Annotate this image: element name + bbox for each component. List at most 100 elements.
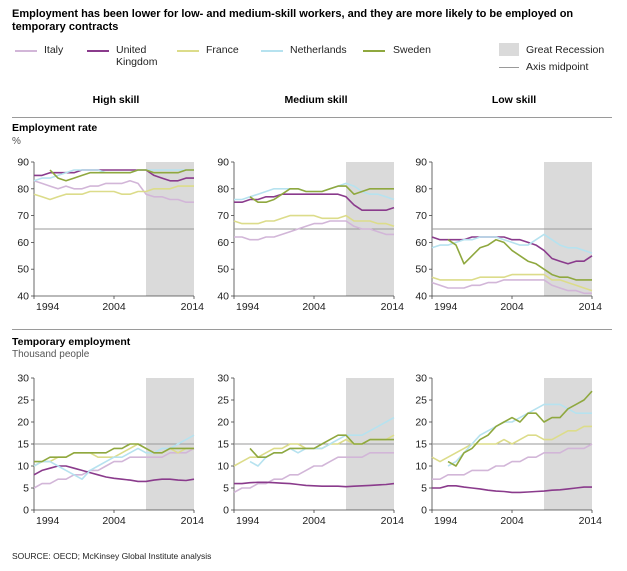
legend-swatch-sweden <box>363 50 385 52</box>
series-line-united-kingdom <box>432 484 592 494</box>
panel-temporary-employment-low-skill: 0 5 10 15 20 25 30 1994 2004 2014 <box>415 373 602 528</box>
section-title-temporary-employment: Temporary employment <box>12 336 131 348</box>
section-divider-employment <box>12 117 612 118</box>
y-tick-label: 5 <box>223 483 229 495</box>
y-tick-label: 70 <box>217 210 229 222</box>
x-tick-label: 1994 <box>36 301 60 313</box>
legend-label-netherlands: Netherlands <box>290 44 347 56</box>
section-title-employment-rate: Employment rate <box>12 122 98 134</box>
y-tick-label: 30 <box>217 373 229 385</box>
y-tick-label: 20 <box>217 417 229 429</box>
x-tick-label: 2014 <box>181 301 205 313</box>
series-line-italy <box>431 279 592 295</box>
legend-swatch-netherlands <box>261 50 283 52</box>
legend-label-sweden: Sweden <box>393 44 431 56</box>
column-header-low-skill: Low skill <box>491 94 537 106</box>
y-tick-label: 40 <box>415 291 427 303</box>
series-line-italy <box>234 220 394 241</box>
legend-swatch-italy <box>15 50 37 52</box>
x-tick-label: 1994 <box>236 515 260 527</box>
y-tick-label: 25 <box>415 395 427 407</box>
y-tick-label: 60 <box>415 237 427 249</box>
column-header-medium-skill: Medium skill <box>284 94 348 106</box>
y-tick-label: 0 <box>223 505 229 517</box>
y-tick-label: 70 <box>17 210 29 222</box>
series-line-france <box>431 425 592 463</box>
y-tick-label: 25 <box>17 395 29 407</box>
y-tick-label: 60 <box>17 237 29 249</box>
y-tick-label: 50 <box>17 264 29 276</box>
legend-label-great-recession: Great Recession <box>526 44 605 56</box>
y-tick-label: 15 <box>217 439 229 451</box>
series-line-united-kingdom <box>33 465 195 483</box>
panel-temporary-employment-medium-skill: 0 5 10 15 20 25 30 1994 2004 2014 <box>217 373 404 528</box>
series-line-united-kingdom <box>34 169 194 182</box>
panel-employment-rate-high-skill: 40 50 60 70 80 90 1994 2004 2014 <box>17 157 204 314</box>
y-tick-label: 40 <box>217 291 229 303</box>
y-tick-label: 20 <box>415 417 427 429</box>
x-tick-label: 2004 <box>102 301 126 313</box>
series-line-italy <box>33 447 195 489</box>
x-tick-label: 2014 <box>181 515 205 527</box>
series-line-netherlands <box>33 434 195 481</box>
series-line-netherlands <box>431 233 593 254</box>
y-tick-label: 50 <box>217 264 229 276</box>
y-tick-label: 70 <box>415 210 427 222</box>
y-tick-label: 10 <box>17 461 29 473</box>
chart-title: Employment has been lower for low- and m… <box>12 8 574 33</box>
y-tick-label: 5 <box>421 483 427 495</box>
y-tick-label: 0 <box>23 505 29 517</box>
series-line-france <box>33 185 194 201</box>
series-line-united-kingdom <box>234 481 395 488</box>
section-unit-temporary-employment: Thousand people <box>12 349 90 360</box>
series-line-sweden <box>447 238 592 281</box>
x-tick-label: 2014 <box>381 301 405 313</box>
y-tick-label: 90 <box>17 157 29 169</box>
x-tick-label: 1994 <box>236 301 260 313</box>
series-line-france <box>431 273 593 292</box>
y-tick-label: 15 <box>415 439 427 451</box>
y-tick-label: 80 <box>217 183 229 195</box>
series-line-sweden <box>34 443 194 463</box>
legend-swatch-great-recession <box>499 43 519 56</box>
y-tick-label: 90 <box>415 157 427 169</box>
y-tick-label: 30 <box>415 373 427 385</box>
x-tick-label: 2014 <box>381 515 405 527</box>
y-tick-label: 15 <box>17 439 29 451</box>
x-tick-label: 1994 <box>36 515 60 527</box>
y-tick-label: 80 <box>415 183 427 195</box>
series-line-sweden <box>249 185 394 203</box>
source-note: SOURCE: OECD; McKinsey Global Institute … <box>12 551 212 561</box>
x-tick-label: 2004 <box>302 301 326 313</box>
y-tick-label: 10 <box>415 461 427 473</box>
y-tick-label: 0 <box>421 505 427 517</box>
x-tick-label: 1994 <box>434 515 458 527</box>
y-tick-label: 20 <box>17 417 29 429</box>
x-tick-label: 2004 <box>102 515 126 527</box>
y-tick-label: 90 <box>217 157 229 169</box>
series-line-sweden <box>447 390 593 467</box>
y-tick-label: 40 <box>17 291 29 303</box>
legend-swatch-axis-midpoint <box>499 67 519 68</box>
legend-swatch-united-kingdom <box>87 50 109 52</box>
series-line-italy <box>33 180 194 203</box>
panel-temporary-employment-high-skill: 0 5 10 15 20 25 30 1994 2004 2014 <box>17 373 204 528</box>
series-line-france <box>233 214 395 228</box>
y-tick-label: 50 <box>415 264 427 276</box>
y-tick-label: 80 <box>17 183 29 195</box>
y-tick-label: 5 <box>23 483 29 495</box>
panel-employment-rate-low-skill: 40 50 60 70 80 90 1994 2004 2014 <box>415 157 602 314</box>
series-line-italy <box>432 443 593 481</box>
x-tick-label: 2014 <box>579 515 603 527</box>
series-line-united-kingdom <box>234 193 395 211</box>
section-unit-employment-rate: % <box>12 136 21 147</box>
y-tick-label: 60 <box>217 237 229 249</box>
series-line-italy <box>233 451 394 494</box>
column-header-high-skill: High skill <box>92 94 140 106</box>
legend-label-france: France <box>206 44 239 56</box>
y-tick-label: 10 <box>217 461 229 473</box>
legend-label-axis-midpoint: Axis midpoint <box>526 61 589 73</box>
series-line-united-kingdom <box>431 236 593 265</box>
legend-label-italy: Italy <box>44 44 64 56</box>
x-tick-label: 2004 <box>302 515 326 527</box>
